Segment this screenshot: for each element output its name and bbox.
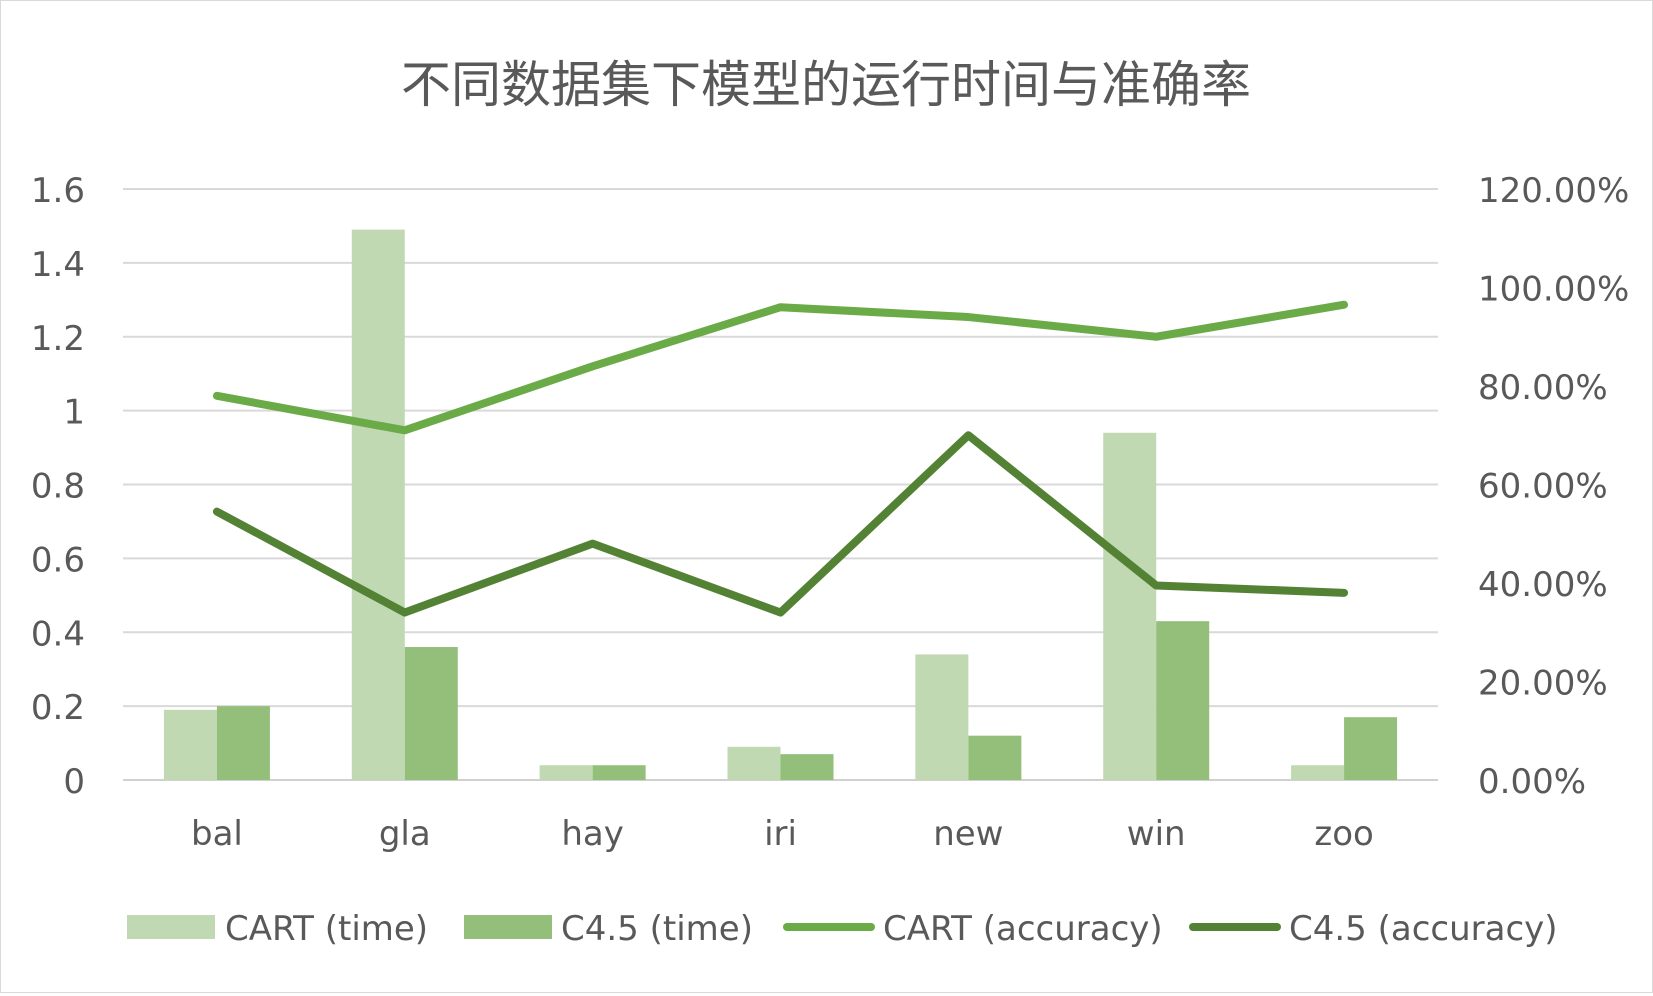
left-tick-label: 1.6 (31, 171, 85, 211)
legend: CART (time) C4.5 (time) CART (accuracy) C4.… (127, 909, 1558, 949)
category-label: zoo (1314, 814, 1373, 854)
bar (968, 735, 1022, 780)
right-tick-label: 0.00% (1478, 762, 1586, 802)
legend-label: C4.5 (time) (561, 909, 753, 949)
bar (351, 229, 405, 781)
left-tick-label: 1.2 (31, 319, 85, 359)
lines (212, 300, 1349, 617)
series-line (212, 300, 1349, 435)
left-tick-label: 1.4 (31, 245, 85, 285)
legend-label: CART (time) (225, 909, 428, 949)
right-axis: 0.00% 20.00% 40.00% 60.00% 80.00% 100.00% 120.… (1478, 171, 1629, 802)
bar (404, 647, 458, 780)
left-tick-label: 0.6 (31, 540, 85, 580)
bar (1103, 432, 1157, 780)
bar (780, 754, 834, 780)
legend-swatch (464, 915, 552, 939)
category-label: hay (561, 814, 624, 854)
chart-title: 不同数据集下模型的运行时间与准确率 (401, 56, 1251, 114)
right-tick-label: 80.00% (1478, 368, 1608, 408)
right-tick-label: 40.00% (1478, 565, 1608, 605)
right-tick-label: 20.00% (1478, 664, 1608, 704)
bar (915, 654, 969, 780)
category-label: new (933, 814, 1003, 854)
series-line (212, 431, 1349, 617)
bar (727, 746, 781, 780)
bar (216, 706, 270, 780)
bar (539, 765, 593, 780)
bars (163, 229, 1398, 781)
gridlines (123, 188, 1438, 781)
right-tick-label: 60.00% (1478, 467, 1608, 507)
left-tick-label: 0 (63, 762, 85, 802)
bar (163, 709, 217, 780)
right-tick-label: 120.00% (1478, 171, 1629, 211)
left-tick-label: 0.4 (31, 614, 85, 654)
category-label: bal (191, 814, 243, 854)
category-axis: bal gla hay iri new win zoo (191, 814, 1374, 854)
legend-swatch (127, 915, 215, 939)
bar (1344, 717, 1398, 780)
left-tick-label: 1 (63, 393, 85, 433)
left-tick-label: 0.8 (31, 467, 85, 507)
right-tick-label: 100.00% (1478, 270, 1629, 310)
category-label: gla (379, 814, 431, 854)
left-axis: 0 0.2 0.4 0.6 0.8 1 1.2 1.4 1.6 (31, 171, 85, 802)
left-tick-label: 0.2 (31, 688, 85, 728)
legend-label: CART (accuracy) (883, 909, 1163, 949)
category-label: iri (764, 814, 797, 854)
legend-label: C4.5 (accuracy) (1289, 909, 1558, 949)
bar (1156, 621, 1210, 780)
bar (592, 765, 646, 780)
bar (1291, 765, 1345, 780)
category-label: win (1127, 814, 1186, 854)
